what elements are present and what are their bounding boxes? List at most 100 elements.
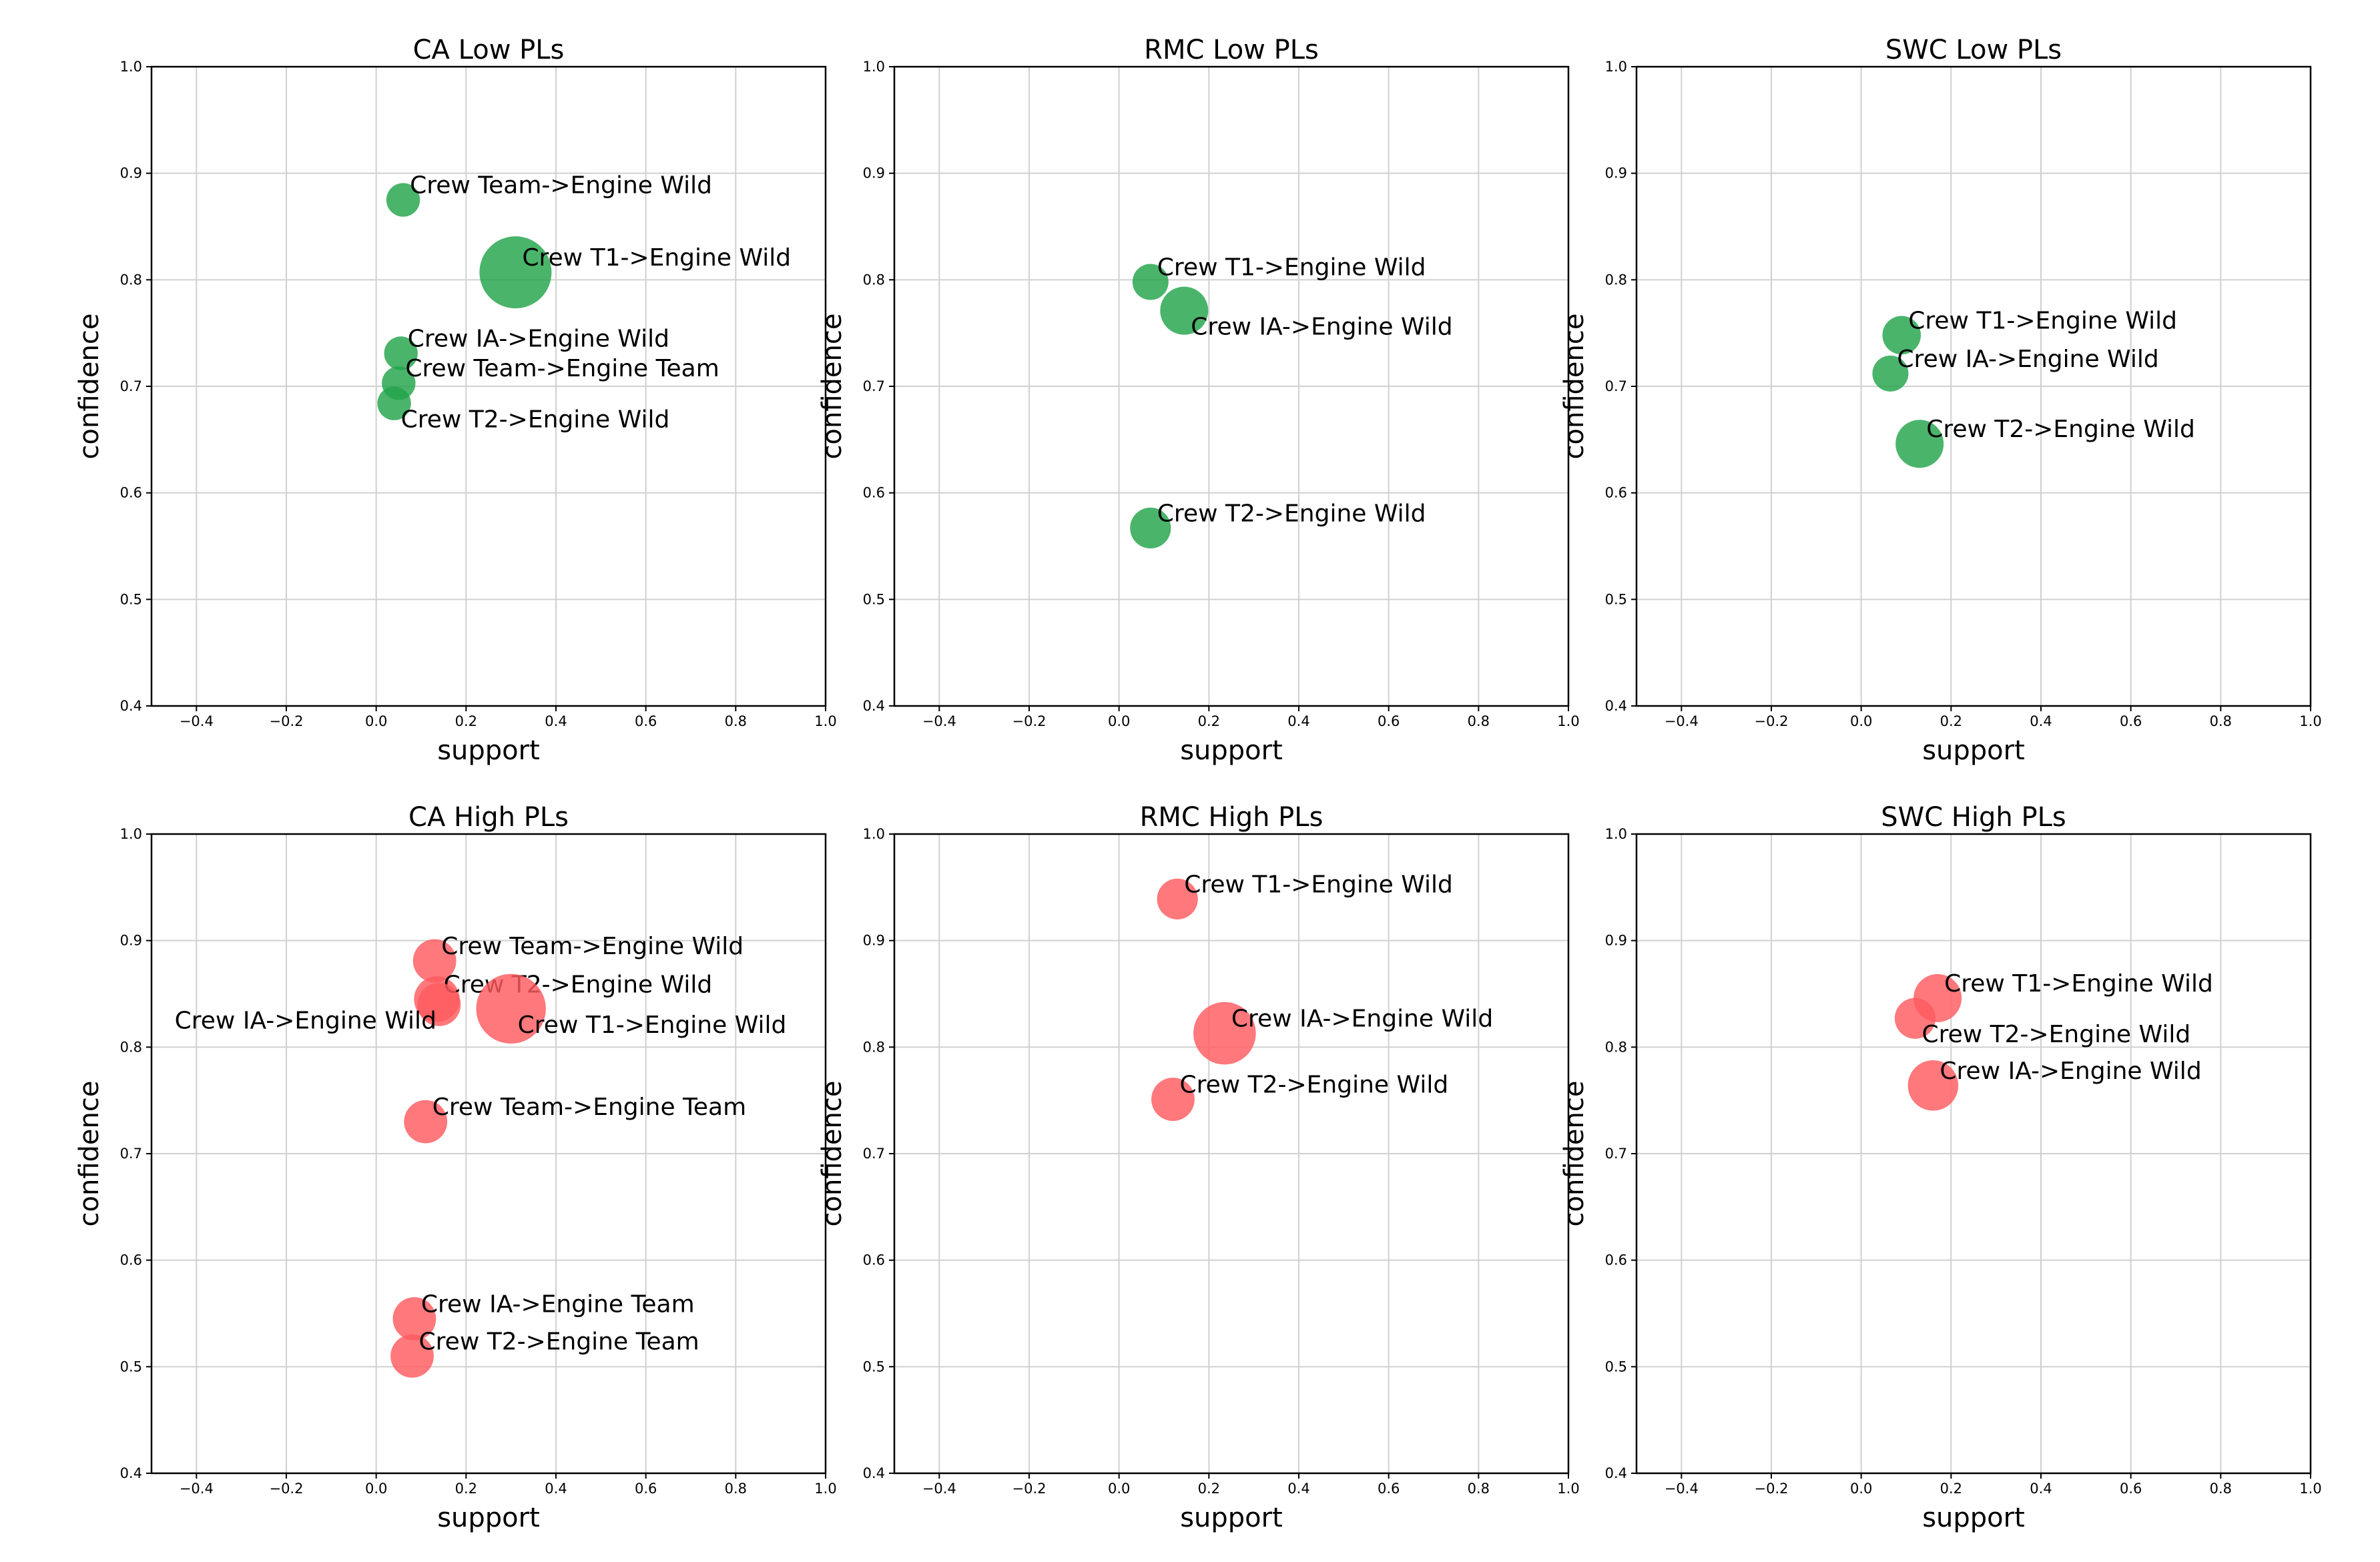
data-label: Crew Team->Engine Wild [410,172,712,200]
y-tick-label: 0.9 [120,933,142,949]
data-label: Crew Team->Engine Wild [441,933,743,960]
y-tick-label: 1.0 [863,826,885,842]
data-label: Crew T2->Engine Team [419,1328,699,1355]
y-tick-label: 0.9 [120,165,142,181]
y-axis-label: confidence [817,1081,848,1227]
data-point [392,1297,436,1340]
y-axis-label: confidence [817,314,848,460]
x-tick-label: −0.4 [1665,1481,1699,1497]
x-tick-label: 0.2 [1198,713,1220,729]
x-tick-label: 0.2 [1198,1481,1220,1497]
x-axis-label: support [1922,735,2025,766]
x-axis-label: support [437,735,540,766]
x-tick-label: 0.0 [1108,1481,1130,1497]
x-tick-label: 0.8 [725,713,747,729]
data-label: Crew T1->Engine Wild [1908,307,2177,334]
chart-title: RMC High PLs [1140,802,1323,833]
y-tick-label: 0.8 [863,272,885,288]
x-tick-label: 1.0 [814,713,836,729]
x-tick-label: −0.4 [1665,713,1699,729]
data-point [1894,998,1936,1039]
chart-panel: −0.4 −0.2 0.0 0.2 0.4 0.6 0.8 1.0 0.4 0.5 0.6 0.7 0.… [817,802,1580,1533]
data-label: Crew IA->Engine Wild [408,326,669,353]
chart-title: SWC High PLs [1881,802,2066,833]
x-tick-label: 0.0 [365,713,387,729]
x-tick-label: 0.6 [1378,1481,1400,1497]
x-tick-label: 0.8 [1468,1481,1490,1497]
chart-title: CA High PLs [408,802,569,833]
y-tick-label: 0.4 [863,1465,885,1481]
x-tick-label: 1.0 [1557,1481,1579,1497]
data-label: Crew IA->Engine Wild [175,1007,436,1034]
y-tick-label: 0.4 [1605,1465,1627,1481]
y-axis-label: confidence [1559,314,1590,460]
x-tick-label: 0.6 [1378,713,1400,729]
data-point [384,336,418,370]
y-axis-label: confidence [1559,1081,1590,1227]
data-label: Crew T1->Engine Wild [518,1012,787,1039]
y-tick-label: 1.0 [1605,59,1627,75]
data-label: Crew T2->Engine Wild [1921,1021,2190,1048]
x-tick-label: −0.4 [922,713,956,729]
data-label: Crew IA->Engine Team [421,1290,695,1318]
x-axis-label: support [1180,735,1283,766]
data-label: Crew T1->Engine Wild [1184,871,1453,898]
y-tick-label: 0.7 [120,378,142,394]
data-point [386,183,420,217]
data-point [390,1334,434,1378]
y-tick-label: 0.5 [1605,1358,1627,1375]
x-axis-label: support [1922,1503,2025,1533]
chart-panel: −0.4 −0.2 0.0 0.2 0.4 0.6 0.8 1.0 0.4 0.5 0.6 0.7 0.… [1559,802,2322,1533]
y-tick-label: 0.7 [120,1146,142,1162]
data-label: Crew IA->Engine Wild [1231,1006,1493,1033]
x-tick-label: −0.4 [922,1481,956,1497]
y-tick-label: 0.5 [120,591,142,607]
y-tick-label: 0.5 [863,1358,885,1375]
y-axis-label: confidence [74,314,105,460]
x-tick-label: −0.2 [270,1481,304,1497]
data-point [1193,1002,1256,1065]
y-tick-label: 0.4 [863,698,885,714]
y-tick-label: 0.8 [863,1039,885,1055]
data-point [1160,286,1209,335]
y-tick-label: 0.8 [120,272,142,288]
y-tick-label: 0.7 [863,1146,885,1162]
x-tick-label: 0.8 [1468,713,1490,729]
y-tick-label: 0.5 [120,1358,142,1375]
x-tick-label: 0.2 [1940,1481,1962,1497]
x-tick-label: 0.4 [545,713,567,729]
data-label: Crew T2->Engine Wild [1179,1072,1448,1099]
x-tick-label: 0.0 [1108,713,1130,729]
y-tick-label: 0.8 [1605,272,1627,288]
x-tick-label: 0.2 [1940,713,1962,729]
x-tick-label: 0.4 [1287,1481,1309,1497]
x-tick-label: 1.0 [2299,1481,2321,1497]
x-tick-label: 0.4 [2030,713,2052,729]
data-point [412,939,457,983]
data-point [1157,878,1198,919]
y-tick-label: 0.6 [863,1252,885,1268]
y-tick-label: 0.7 [1605,378,1627,394]
x-tick-label: 0.2 [455,713,477,729]
y-tick-label: 1.0 [120,826,142,842]
x-tick-label: 0.4 [545,1481,567,1497]
y-tick-label: 0.7 [1605,1146,1627,1162]
data-point [1907,1060,1959,1111]
chart-panel: −0.4 −0.2 0.0 0.2 0.4 0.6 0.8 1.0 0.4 0.5 0.6 0.7 0.… [817,35,1580,766]
y-tick-label: 0.6 [1605,1252,1627,1268]
data-point [1872,355,1909,392]
y-tick-label: 0.9 [1605,165,1627,181]
y-axis-label: confidence [74,1081,105,1227]
data-label: Crew T1->Engine Wild [1157,254,1426,282]
x-tick-label: 0.0 [1850,713,1872,729]
x-tick-label: −0.2 [1755,713,1789,729]
x-tick-label: −0.4 [180,713,214,729]
x-tick-label: −0.2 [1755,1481,1789,1497]
y-tick-label: 0.9 [863,165,885,181]
data-label: Crew IA->Engine Wild [1897,346,2158,373]
y-tick-label: 0.4 [120,698,142,714]
x-tick-label: 0.4 [2030,1481,2052,1497]
data-point [1895,420,1944,468]
y-tick-label: 0.6 [863,485,885,501]
